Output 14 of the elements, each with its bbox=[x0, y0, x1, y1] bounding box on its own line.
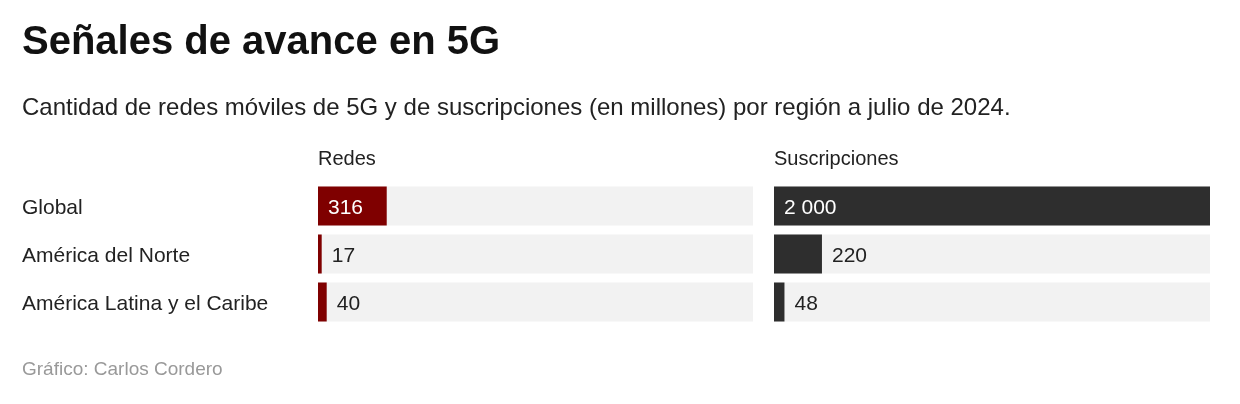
text: Señales de avance en 5G bbox=[22, 18, 501, 63]
text: Gráfico: Carlos Cordero bbox=[22, 358, 223, 380]
data-label: 316 bbox=[328, 194, 364, 218]
data-label: 48 bbox=[794, 290, 818, 314]
data-label: 2 000 bbox=[784, 194, 837, 218]
y-tick-label: América del Norte bbox=[22, 242, 191, 266]
y-tick-label: Global bbox=[22, 194, 83, 218]
chart-title: Suscripciones bbox=[774, 147, 899, 170]
data-label: 220 bbox=[831, 242, 868, 266]
chart-title: Redes bbox=[318, 147, 376, 170]
y-tick-label: América Latina y el Caribe bbox=[22, 290, 269, 314]
text: Cantidad de redes móviles de 5G y de suscripciones (en millones) por región a julio de 2024. bbox=[22, 93, 1011, 121]
data-label: 40 bbox=[336, 290, 361, 314]
data-label: 17 bbox=[331, 242, 356, 266]
